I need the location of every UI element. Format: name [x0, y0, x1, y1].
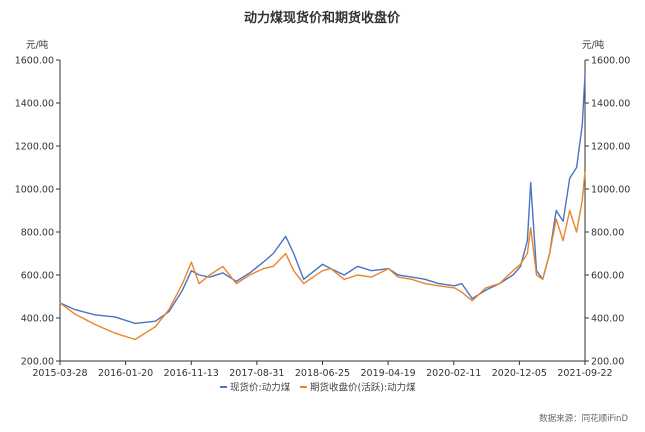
series-line-2: [59, 171, 586, 341]
x-tick-label: 2016-01-20: [98, 368, 153, 379]
y-tick-label-right: 1600.00: [591, 56, 630, 67]
y-tick-label-left: 200.00: [21, 357, 54, 368]
y-tick-label-left: 1000.00: [15, 185, 54, 196]
y-tick-label-left: 1600.00: [15, 56, 54, 67]
y-tick-label-right: 1000.00: [591, 185, 630, 196]
x-tick-label: 2016-11-13: [164, 368, 219, 379]
y-tick-label-right: 1400.00: [591, 99, 630, 110]
y-tick-label-right: 600.00: [591, 271, 624, 282]
x-tick-label: 2018-06-25: [295, 368, 350, 379]
y-tick-label-left: 800.00: [21, 228, 54, 239]
chart-title: 动力煤现货价和期货收盘价: [244, 10, 401, 26]
x-tick-label: 2020-12-05: [492, 368, 547, 379]
axes: 200.00 200.00 400.00 400.00 600.00 600.00 800.…: [15, 56, 631, 380]
y-tick-label-left: 400.00: [21, 314, 54, 325]
y-tick-label-left: 1200.00: [15, 142, 54, 153]
x-tick-label: 2021-09-22: [557, 368, 612, 379]
x-tick-label: 2017-08-31: [229, 368, 284, 379]
y-tick-label-right: 800.00: [591, 228, 624, 239]
x-tick-label: 2015-03-28: [32, 368, 87, 379]
x-tick-label: 2020-02-11: [426, 368, 481, 379]
source-note: 数据来源：同花顺iFinD: [539, 413, 628, 424]
y-tick-label-right: 400.00: [591, 314, 624, 325]
y-axis-right-unit: 元/吨: [582, 39, 605, 51]
y-tick-label-right: 1200.00: [591, 142, 630, 153]
y-tick-label-left: 600.00: [21, 271, 54, 282]
legend-label-2: 期货收盘价(活跃):动力煤: [310, 382, 416, 394]
y-tick-label-right: 200.00: [591, 357, 624, 368]
y-tick-label-left: 1400.00: [15, 99, 54, 110]
watermark: 知乎 @上海瑞祥新材料家: [398, 388, 568, 406]
series-line-1: [59, 75, 586, 325]
legend-label-1: 现货价:动力煤: [230, 382, 291, 394]
x-tick-label: 2019-04-19: [361, 368, 416, 379]
legend: 现货价:动力煤 期货收盘价(活跃):动力煤: [220, 382, 416, 394]
series-layer: [59, 75, 586, 341]
y-axis-left-unit: 元/吨: [26, 39, 49, 51]
